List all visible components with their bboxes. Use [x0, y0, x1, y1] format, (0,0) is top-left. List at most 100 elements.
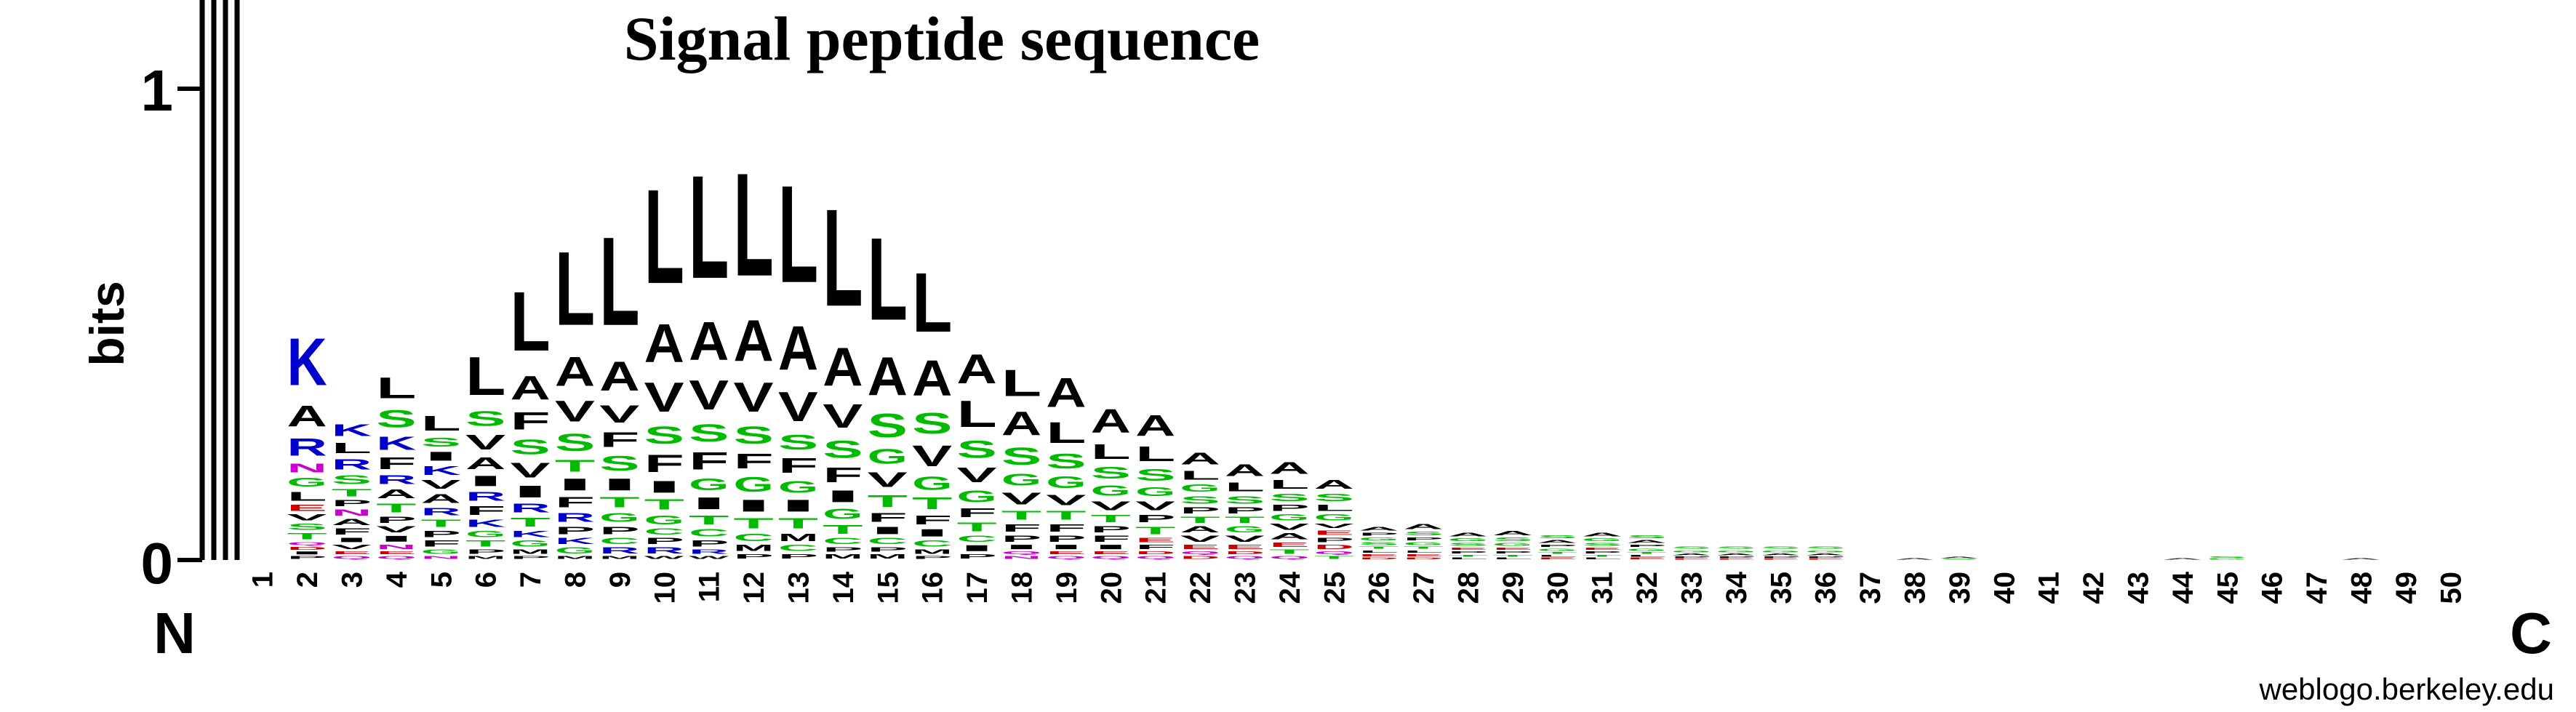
- residue-glyph: V: [287, 513, 327, 522]
- residue-glyph: K: [421, 463, 461, 477]
- residue-glyph: V: [644, 375, 685, 421]
- residue-glyph: T: [599, 494, 639, 511]
- residue-glyph: Q: [1314, 551, 1354, 556]
- residue-glyph: S: [1314, 492, 1354, 503]
- residue-glyph: G: [1359, 537, 1399, 542]
- x-tick-label: 32: [1631, 572, 1663, 604]
- residue-glyph: E: [1135, 537, 1175, 544]
- residue-glyph: S: [1492, 537, 1532, 543]
- residue-glyph: A: [1671, 553, 1711, 556]
- residue-glyph: K: [376, 433, 416, 454]
- residue-glyph: G: [510, 539, 550, 548]
- y-tick-label-0: 0: [141, 531, 174, 596]
- residue-glyph: V: [1135, 499, 1175, 513]
- residue-glyph: V: [555, 395, 595, 428]
- residue-glyph: L: [599, 212, 639, 352]
- residue-glyph: A: [1314, 478, 1354, 492]
- residue-glyph: I: [1091, 543, 1131, 551]
- residue-glyph: E: [1091, 551, 1131, 555]
- residue-glyph: C: [868, 536, 908, 545]
- residue-glyph: L: [1626, 554, 1666, 557]
- residue-glyph: A: [555, 348, 595, 395]
- x-tick-label: 21: [1140, 572, 1172, 604]
- residue-glyph: P: [1805, 556, 1845, 558]
- residue-glyph: R: [644, 545, 684, 555]
- residue-glyph: V: [376, 525, 416, 535]
- residue-glyph: E: [1716, 558, 1756, 560]
- residue-glyph: S: [1761, 546, 1801, 550]
- residue-glyph: T: [1537, 551, 1577, 554]
- residue-glyph: C: [823, 536, 863, 545]
- residue-glyph: L: [1225, 480, 1265, 494]
- residue-glyph: A: [868, 345, 908, 407]
- residue-glyph: F: [1001, 522, 1041, 534]
- residue-glyph: L: [332, 440, 372, 457]
- residue-glyph: G: [1001, 471, 1041, 489]
- residue-glyph: N: [332, 508, 372, 518]
- residue-glyph: G: [1046, 473, 1086, 492]
- residue-glyph: P: [1761, 556, 1801, 558]
- residue-glyph: I: [465, 473, 505, 489]
- residue-glyph: G: [1805, 550, 1845, 553]
- residue-glyph: P: [421, 529, 461, 539]
- residue-glyph: R: [421, 505, 461, 517]
- residue-glyph: L: [689, 145, 729, 310]
- residue-glyph: E: [1671, 558, 1711, 560]
- residue-glyph: T: [956, 520, 997, 534]
- residue-glyph: I: [1046, 543, 1086, 551]
- residue-glyph: S: [1091, 463, 1131, 482]
- residue-glyph: Q: [1225, 555, 1265, 560]
- residue-glyph: E: [1180, 543, 1220, 551]
- residue-glyph: A: [733, 308, 773, 373]
- residue-glyph: K: [287, 324, 327, 399]
- residue-glyph: P: [1359, 532, 1399, 536]
- residue-glyph: A: [465, 454, 505, 473]
- x-tick-label: 34: [1721, 571, 1753, 604]
- x-tick-label: 30: [1542, 572, 1574, 604]
- residue-glyph: C: [912, 539, 952, 548]
- residue-glyph: T: [421, 518, 461, 529]
- x-tick-label: 28: [1453, 572, 1485, 604]
- residue-glyph: A: [1716, 553, 1756, 556]
- residue-glyph: P: [376, 515, 416, 524]
- residue-glyph: E: [1046, 551, 1086, 555]
- residue-glyph: E: [1269, 541, 1309, 548]
- residue-glyph: T: [733, 515, 773, 532]
- residue-glyph: L: [1537, 554, 1577, 557]
- x-tick-label: 33: [1676, 572, 1708, 604]
- x-tick-label: 25: [1319, 572, 1351, 604]
- residue-glyph: S: [733, 421, 773, 449]
- residue-glyph: P: [1135, 513, 1175, 524]
- residue-glyph: A: [287, 400, 327, 433]
- residue-glyph: L: [1269, 477, 1309, 491]
- x-tick-label: 45: [2212, 572, 2244, 604]
- residue-glyph: S: [823, 436, 863, 463]
- residue-glyph: S: [376, 405, 416, 433]
- residue-glyph: C: [599, 536, 639, 545]
- residue-glyph: F: [956, 505, 996, 519]
- residue-glyph: E: [1626, 557, 1666, 560]
- residue-glyph: T: [555, 456, 595, 475]
- residue-glyph: G: [555, 546, 595, 556]
- residue-glyph: P: [1046, 534, 1086, 543]
- residue-glyph: Q: [1001, 551, 1041, 556]
- residue-glyph: P: [555, 524, 595, 536]
- residue-glyph: T: [1314, 555, 1354, 559]
- residue-glyph: P: [1091, 524, 1131, 534]
- residue-glyph: G: [1180, 482, 1220, 494]
- residue-glyph: N: [1001, 556, 1041, 560]
- residue-glyph: F: [1091, 534, 1131, 543]
- x-tick-label: 15: [872, 572, 904, 604]
- residue-glyph: G: [1135, 484, 1175, 498]
- residue-glyph: A: [1046, 369, 1086, 416]
- residue-glyph: P: [1671, 556, 1711, 558]
- residue-glyph: A: [1403, 522, 1443, 531]
- x-tick-label: 35: [1765, 572, 1797, 604]
- residue-glyph: E: [1805, 558, 1845, 560]
- residue-glyph: F: [912, 513, 952, 527]
- residue-glyph: S: [510, 436, 550, 459]
- residue-glyph: K: [510, 529, 551, 539]
- residue-glyph: S: [778, 431, 818, 454]
- y-tick-label-1: 1: [141, 58, 174, 123]
- residue-glyph: S: [421, 435, 461, 449]
